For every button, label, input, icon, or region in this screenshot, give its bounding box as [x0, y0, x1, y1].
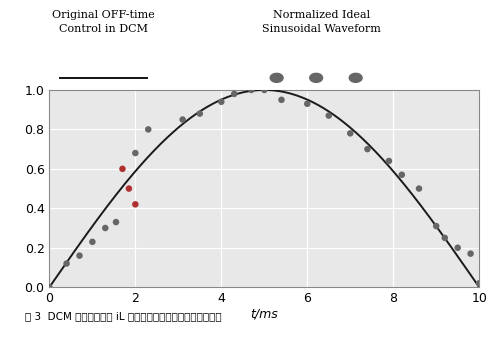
Point — [230, 91, 238, 97]
Point — [101, 225, 109, 231]
Point — [441, 235, 449, 241]
Text: 图 3  DCM 模式下的电流 iL 与理想正弦曲线之间的归一化比较: 图 3 DCM 模式下的电流 iL 与理想正弦曲线之间的归一化比较 — [25, 311, 221, 321]
Point — [119, 166, 126, 172]
Point — [76, 253, 83, 258]
Point — [125, 186, 133, 191]
Point — [325, 113, 333, 118]
Point — [217, 99, 225, 104]
Point — [144, 127, 152, 132]
Text: Normalized Ideal
Sinusoidal Waveform: Normalized Ideal Sinusoidal Waveform — [262, 10, 380, 34]
Point — [432, 223, 440, 229]
Point — [196, 111, 204, 116]
Point — [45, 284, 53, 290]
Point — [303, 101, 311, 107]
Point — [278, 97, 286, 102]
Point — [415, 186, 423, 191]
Point — [346, 130, 354, 136]
Point — [179, 117, 187, 122]
Text: Original OFF-time
Control in DCM: Original OFF-time Control in DCM — [52, 10, 155, 34]
Point — [364, 146, 371, 152]
Point — [385, 158, 393, 164]
Point — [453, 245, 461, 251]
Point — [247, 87, 255, 93]
Point — [112, 219, 120, 225]
Point — [260, 87, 268, 93]
Point — [131, 150, 139, 156]
Point — [467, 251, 475, 256]
X-axis label: t/ms: t/ms — [250, 308, 278, 321]
Point — [475, 281, 483, 286]
Point — [131, 202, 139, 207]
Point — [63, 261, 71, 266]
Point — [88, 239, 96, 245]
Point — [398, 172, 406, 177]
